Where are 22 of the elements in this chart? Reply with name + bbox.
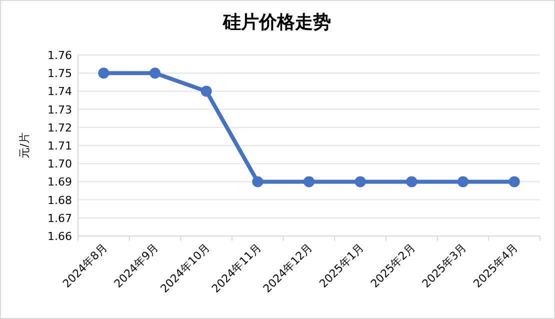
point	[354, 176, 366, 188]
y-tick-label: 1.75	[48, 67, 72, 80]
y-tick-label: 1.69	[48, 176, 72, 189]
point	[508, 176, 520, 188]
point	[458, 176, 468, 188]
point	[150, 68, 160, 79]
point	[406, 176, 418, 188]
chart-title: 硅片价格走势	[222, 12, 331, 33]
y-tick-label: 1.70	[48, 158, 72, 171]
y-tick-label: 1.72	[48, 121, 72, 134]
y-tick-label: 1.66	[48, 230, 72, 243]
y-tick-label: 1.76	[48, 49, 72, 62]
point	[304, 176, 314, 188]
y-tick-label: 1.68	[48, 194, 72, 207]
point	[200, 86, 212, 97]
point	[98, 68, 110, 79]
y-tick-label: 1.73	[48, 103, 72, 116]
y-tick-label: 1.74	[48, 85, 72, 98]
y-tick-label: 1.67	[48, 212, 72, 225]
point	[252, 176, 264, 188]
y-axis-title: 元/片	[18, 132, 31, 158]
y-tick-label: 1.71	[48, 140, 72, 152]
